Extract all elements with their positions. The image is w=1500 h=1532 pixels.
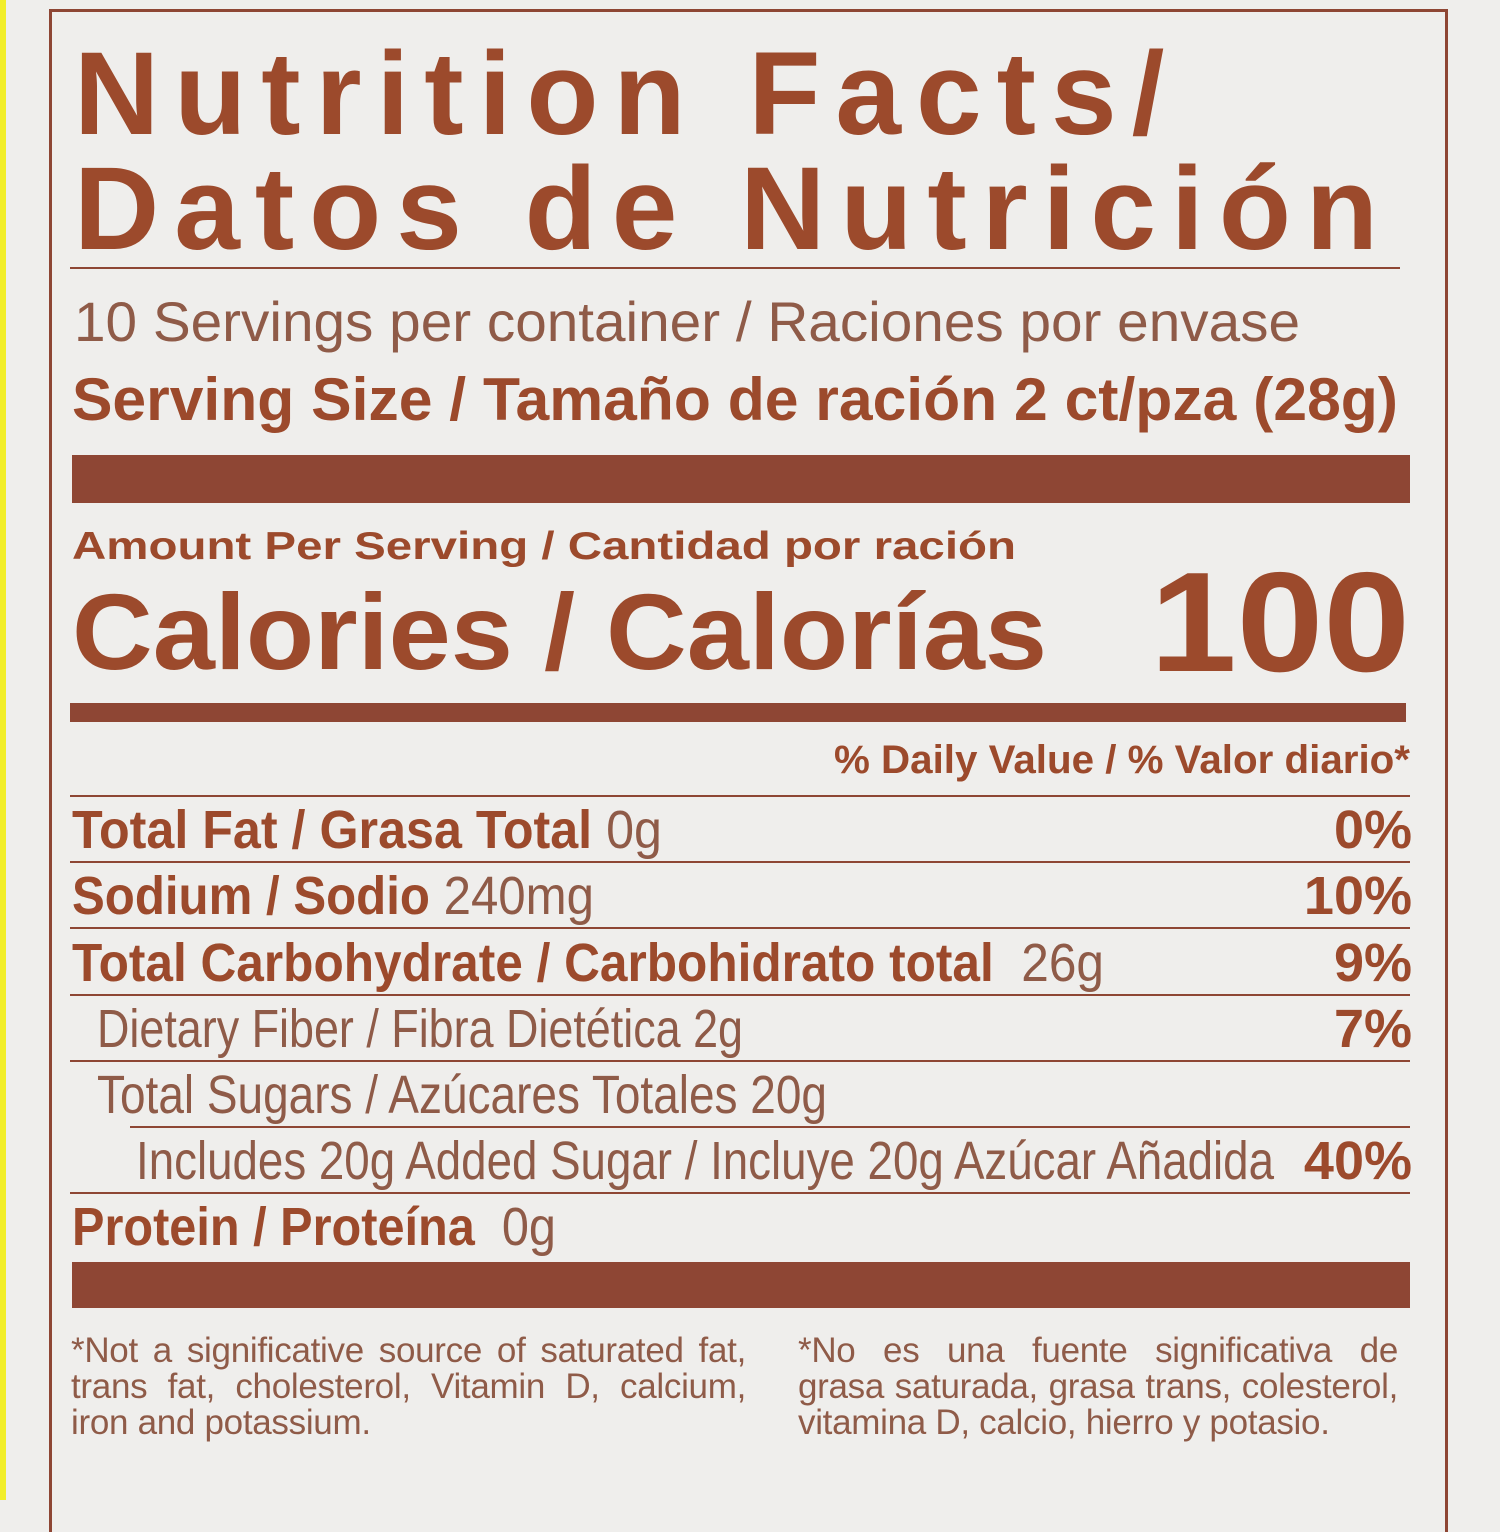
divider [70, 1060, 1410, 1062]
divider [70, 1192, 1410, 1194]
title-english: Nutrition Facts/ [74, 28, 1180, 160]
medium-divider [70, 703, 1406, 722]
calories-label: Calories / Calorías [72, 571, 1047, 692]
divider [70, 927, 1410, 929]
daily-value-header: % Daily Value / % Valor diario* [834, 738, 1410, 782]
nutrient-amount: 0g [501, 1197, 556, 1257]
nutrient-name: Total Fat / Grasa Total [72, 800, 593, 860]
nutrient-row-fiber: Dietary Fiber / Fibra Dietética 2g [97, 999, 874, 1059]
thick-divider [72, 1262, 1410, 1308]
nutrient-name: Includes 20g Added Sugar / Incluye 20g A… [136, 1131, 1274, 1191]
nutrient-name: Sodium / Sodio [72, 866, 430, 926]
nutrient-dv: 40% [1303, 1131, 1412, 1191]
nutrient-amount: 240mg [443, 866, 594, 926]
nutrient-dv: 9% [1333, 933, 1412, 993]
amount-per-serving: Amount Per Serving / Cantidad por ración [72, 525, 1016, 568]
nutrient-row-sodium: Sodium / Sodio 240mg [72, 866, 645, 926]
nutrient-row-total-fat: Total Fat / Grasa Total 0g [72, 800, 706, 860]
nutrient-dv: 7% [1333, 999, 1412, 1059]
nutrition-label-border [49, 9, 1448, 1532]
nutrient-row-sugars: Total Sugars / Azúcares Totales 20g [97, 1065, 955, 1125]
nutrient-row-carbohydrate: Total Carbohydrate / Carbohidrato total … [72, 933, 1196, 993]
package-edge [0, 0, 6, 1500]
nutrient-name: Dietary Fiber / Fibra Dietética 2g [97, 999, 743, 1059]
footnote-english: *Not a significative source of saturated… [71, 1331, 746, 1442]
footnote-spanish: *No es una fuente significativa de grasa… [798, 1331, 1398, 1442]
nutrient-name: Total Carbohydrate / Carbohidrato total [72, 933, 994, 993]
divider [70, 861, 1410, 863]
thick-divider [72, 455, 1410, 503]
servings-per-container: 10 Servings per container / Raciones por… [74, 290, 1300, 353]
nutrient-name: Protein / Proteína [72, 1197, 475, 1257]
nutrient-amount: 26g [1021, 933, 1104, 993]
divider [70, 994, 1410, 996]
nutrient-dv: 10% [1303, 866, 1412, 926]
nutrient-amount: 0g [606, 800, 662, 860]
divider [70, 795, 1410, 797]
nutrient-row-added-sugar: Includes 20g Added Sugar / Incluye 20g A… [136, 1131, 1481, 1191]
divider [130, 1126, 1410, 1128]
nutrient-row-protein: Protein / Proteína 0g [72, 1197, 609, 1257]
nutrient-name: Total Sugars / Azúcares Totales 20g [97, 1065, 827, 1125]
nutrient-dv: 0% [1333, 800, 1412, 860]
divider [70, 267, 1400, 269]
serving-size: Serving Size / Tamaño de ración 2 ct/pza… [72, 366, 1399, 433]
calories-value: 100 [1150, 543, 1410, 702]
title-spanish: Datos de Nutrición [74, 143, 1393, 275]
